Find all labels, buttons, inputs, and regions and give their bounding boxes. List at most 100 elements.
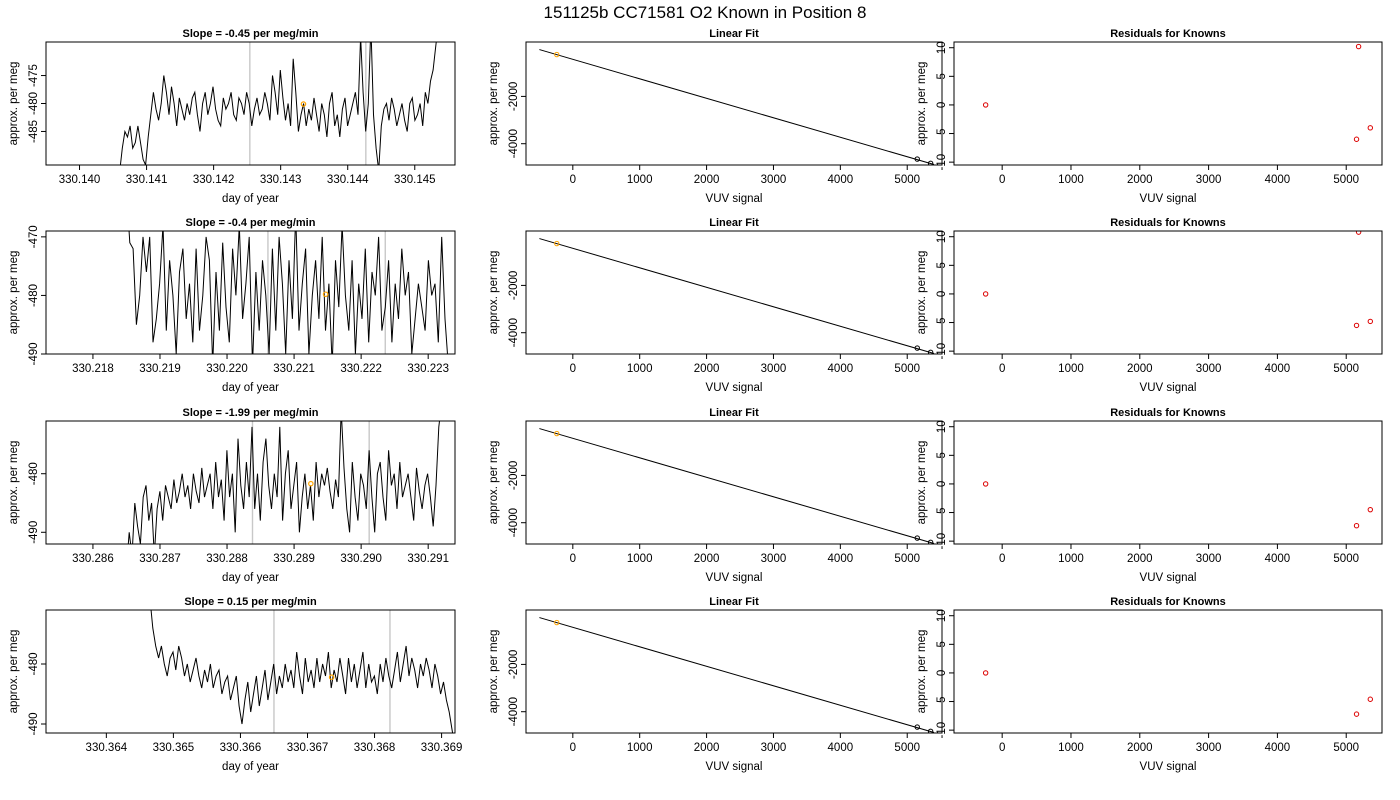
plot-frame: [45, 230, 456, 355]
x-tick-label: 5000: [894, 553, 920, 565]
x-tick-label: 0: [570, 174, 576, 186]
x-tick-label: 2000: [694, 363, 720, 375]
panel-title: Slope = 0.15 per meg/min: [184, 596, 317, 608]
y-tick-label: -2000: [508, 461, 520, 490]
x-tick-label: 5000: [894, 363, 920, 375]
panel-r3-c2: 0 1000 2000 3000 4000 5000 -2000 -4000 Linear Fi…: [488, 407, 943, 584]
panel-title: Linear Fit: [709, 407, 759, 419]
x-axis-label: VUV signal: [1140, 382, 1197, 394]
y-tick-label: -10: [936, 722, 948, 739]
x-tick-label: 3000: [1196, 742, 1222, 754]
y-tick-label: -10: [936, 533, 948, 550]
x-tick-label: 4000: [828, 742, 854, 754]
x-tick-label: 0: [999, 174, 1005, 186]
panel-data-group: [982, 481, 1374, 529]
y-tick-label: -10: [936, 343, 948, 360]
x-tick-label: 330.218: [72, 363, 114, 375]
x-tick-label: 330.140: [59, 174, 101, 186]
y-axis-label: approx. per meg: [916, 251, 928, 335]
y-axis-label: approx. per meg: [916, 441, 928, 525]
x-tick-label: 330.366: [220, 742, 262, 754]
panel-title: Residuals for Knowns: [1110, 596, 1226, 608]
x-tick-label: 4000: [828, 553, 854, 565]
x-tick-label: 2000: [694, 553, 720, 565]
y-tick-label: -2000: [508, 271, 520, 300]
series-line: [128, 231, 448, 354]
x-tick-label: 5000: [1333, 174, 1359, 186]
series-line: [119, 42, 437, 165]
y-tick-label: -2000: [508, 650, 520, 679]
x-tick-label: 4000: [828, 363, 854, 375]
x-tick-label: 0: [999, 553, 1005, 565]
x-tick-label: 5000: [1333, 553, 1359, 565]
x-axis-label: VUV signal: [706, 193, 763, 205]
x-axis-label: day of year: [222, 761, 279, 773]
data-point: [1355, 231, 1362, 235]
x-tick-label: 330.141: [126, 174, 168, 186]
x-tick-label: 5000: [1333, 363, 1359, 375]
plot-frame: [45, 609, 456, 734]
x-tick-label: 330.365: [153, 742, 195, 754]
data-point: [914, 156, 920, 162]
plot-frame: [525, 41, 943, 166]
x-tick-label: 330.142: [193, 174, 235, 186]
panel-title: Linear Fit: [709, 28, 759, 40]
x-tick-label: 2000: [694, 174, 720, 186]
x-tick-label: 3000: [1196, 553, 1222, 565]
panel-data-group: [539, 617, 935, 733]
x-tick-label: 4000: [1265, 174, 1291, 186]
x-tick-label: 330.364: [86, 742, 128, 754]
y-tick-label: 10: [936, 420, 948, 433]
y-axis-label: approx. per meg: [488, 441, 500, 525]
plot-frame: [953, 420, 1383, 545]
y-tick-label: 0: [936, 291, 948, 297]
y-tick-label: -5: [936, 507, 948, 517]
x-tick-label: 330.222: [340, 363, 382, 375]
fit-line: [539, 49, 935, 165]
x-tick-label: 330.223: [407, 363, 449, 375]
y-tick-label: -480: [28, 92, 40, 115]
x-tick-label: 1000: [627, 363, 653, 375]
y-tick-label: 0: [936, 102, 948, 108]
x-axis-label: day of year: [222, 382, 279, 394]
panel-data-group: [982, 231, 1374, 329]
x-tick-label: 3000: [1196, 174, 1222, 186]
data-point: [927, 728, 934, 733]
panel-data-group: [150, 610, 454, 733]
x-tick-label: 330.219: [139, 363, 181, 375]
x-tick-label: 0: [570, 363, 576, 375]
y-tick-label: -490: [28, 521, 40, 544]
panel-data-group: [539, 238, 935, 354]
known-marker: [328, 674, 335, 681]
panel-r4-c2: 0 1000 2000 3000 4000 5000 -2000 -4000 Linear Fi…: [488, 596, 943, 773]
x-tick-label: 3000: [761, 363, 787, 375]
series-line: [150, 610, 454, 733]
data-point: [1367, 696, 1374, 702]
y-axis-label: approx. per meg: [488, 251, 500, 335]
y-tick-label: 5: [936, 73, 948, 79]
panel-r2-c1: 330.218 330.219 330.220 330.221 330.222 330.2…: [8, 217, 456, 394]
x-tick-label: 330.287: [139, 553, 181, 565]
y-tick-label: 5: [936, 641, 948, 647]
panel-title: Linear Fit: [709, 217, 759, 229]
y-tick-label: -485: [28, 120, 40, 143]
plot-frame: [953, 41, 1383, 166]
x-axis-label: VUV signal: [1140, 572, 1197, 584]
x-tick-label: 330.291: [407, 553, 449, 565]
y-axis-label: approx. per meg: [916, 630, 928, 714]
x-axis-label: VUV signal: [706, 761, 763, 773]
x-tick-label: 330.220: [206, 363, 248, 375]
panel-title: Residuals for Knowns: [1110, 217, 1226, 229]
panel-r2-c3: 0 1000 2000 3000 4000 5000 10 5 0 -5 -10 Residuals …: [916, 217, 1383, 394]
x-tick-label: 330.368: [354, 742, 396, 754]
x-tick-label: 2000: [1127, 174, 1153, 186]
y-axis-label: approx. per meg: [488, 62, 500, 146]
panel-data-group: [982, 670, 1374, 717]
panel-data-group: [128, 231, 448, 354]
x-tick-label: 4000: [828, 174, 854, 186]
x-tick-label: 330.290: [340, 553, 382, 565]
plot-frame: [525, 420, 943, 545]
panel-data-group: [539, 428, 935, 544]
x-tick-label: 330.369: [421, 742, 463, 754]
panel-r3-c3: 0 1000 2000 3000 4000 5000 10 5 0 -5 -10 Residuals …: [916, 407, 1383, 584]
